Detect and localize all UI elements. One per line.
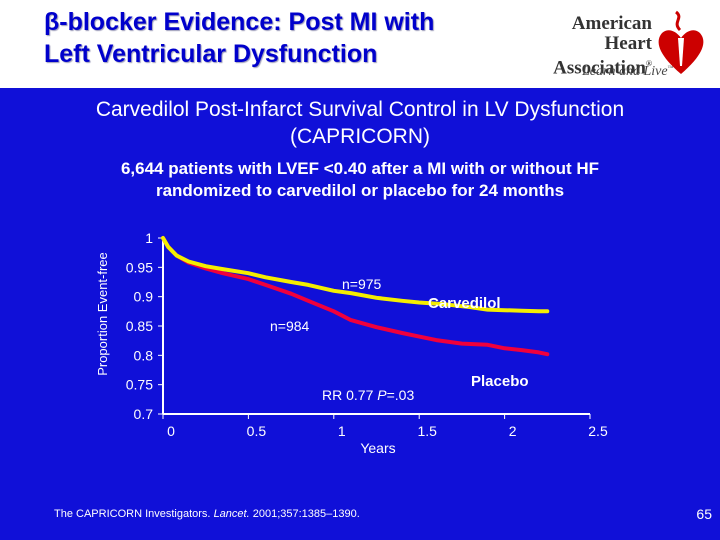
logo-line-2: Association: [553, 57, 647, 79]
logo-tagline-text: Learn and Live: [582, 64, 668, 79]
n-carvedilol-label: n=975: [342, 276, 382, 292]
citation-details: 2001;357:1385–1390.: [252, 508, 360, 520]
y-tick-label: 0.9: [134, 289, 154, 305]
subtitle-line-1: Carvedilol Post-Infarct Survival Control…: [95, 98, 625, 121]
description-line-1: 6,644 patients with LVEF <0.40 after a M…: [120, 159, 600, 178]
x-tick-label: 2.5: [588, 423, 608, 439]
carvedilol-line: [161, 236, 550, 314]
y-tick-label: 0.85: [126, 318, 153, 334]
y-tick-label: 0.95: [126, 259, 153, 275]
slide-header: β-blocker Evidence: Post MI with Left Ve…: [0, 0, 720, 88]
logo-name: American Heart Association®: [540, 14, 652, 78]
title-line-1: β-blocker Evidence: Post MI with: [44, 6, 514, 38]
citation: The CAPRICORN Investigators. Lancet. 200…: [54, 508, 360, 520]
slide-subtitle: Carvedilol Post-Infarct Survival Control…: [40, 96, 680, 150]
chart-axes: [158, 237, 591, 419]
x-tick-label: 1.5: [417, 423, 437, 439]
logo-line-1: American Heart: [571, 13, 652, 54]
p-label: P: [377, 387, 387, 403]
x-tick-label: 1: [338, 423, 346, 439]
carvedilol-label: Carvedilol: [428, 295, 501, 312]
n-placebo-label: n=984: [270, 318, 310, 334]
heart-torch-icon: [658, 10, 704, 74]
x-tick-label: 0.5: [247, 423, 267, 439]
x-tick-label: 0: [167, 423, 175, 439]
rr-annotation: RR 0.77 P=.03: [322, 387, 414, 403]
chart-series: [161, 236, 550, 357]
y-tick-label: 1: [145, 230, 153, 246]
y-tick-label: 0.7: [134, 406, 154, 422]
slide-title: β-blocker Evidence: Post MI with Left Ve…: [44, 6, 514, 70]
beta-symbol: β: [44, 8, 60, 36]
page-number: 65: [696, 506, 712, 522]
logo-trademark: ™: [667, 65, 674, 72]
citation-authors: The CAPRICORN Investigators.: [54, 508, 211, 520]
aha-logo: American Heart Association® Learn and Li…: [540, 8, 710, 80]
study-description: 6,644 patients with LVEF <0.40 after a M…: [40, 158, 680, 202]
y-tick-label: 0.75: [126, 377, 153, 393]
x-axis-label: Years: [360, 440, 395, 456]
description-line-2: randomized to carvedilol or placebo for …: [155, 181, 565, 200]
y-axis-label: Proportion Event-free: [95, 252, 110, 376]
logo-tagline: Learn and Live™: [582, 64, 673, 80]
citation-journal: Lancet.: [213, 508, 250, 520]
title-line-1-text: -blocker Evidence: Post MI with: [59, 8, 435, 36]
rr-text: RR 0.77: [322, 387, 377, 403]
logo-registered-mark: ®: [646, 59, 652, 68]
placebo-label: Placebo: [471, 373, 529, 390]
title-line-2: Left Ventricular Dysfunction: [44, 40, 378, 68]
chart-labels: 1 0.95 0.9 0.85 0.8 0.75 0.7 0 0.5 1 1.5 2 2.5 Years P…: [95, 230, 608, 456]
y-tick-label: 0.8: [134, 347, 154, 363]
subtitle-line-2: (CAPRICORN): [290, 125, 430, 148]
x-tick-label: 2: [509, 423, 517, 439]
p-value: =.03: [387, 387, 415, 403]
